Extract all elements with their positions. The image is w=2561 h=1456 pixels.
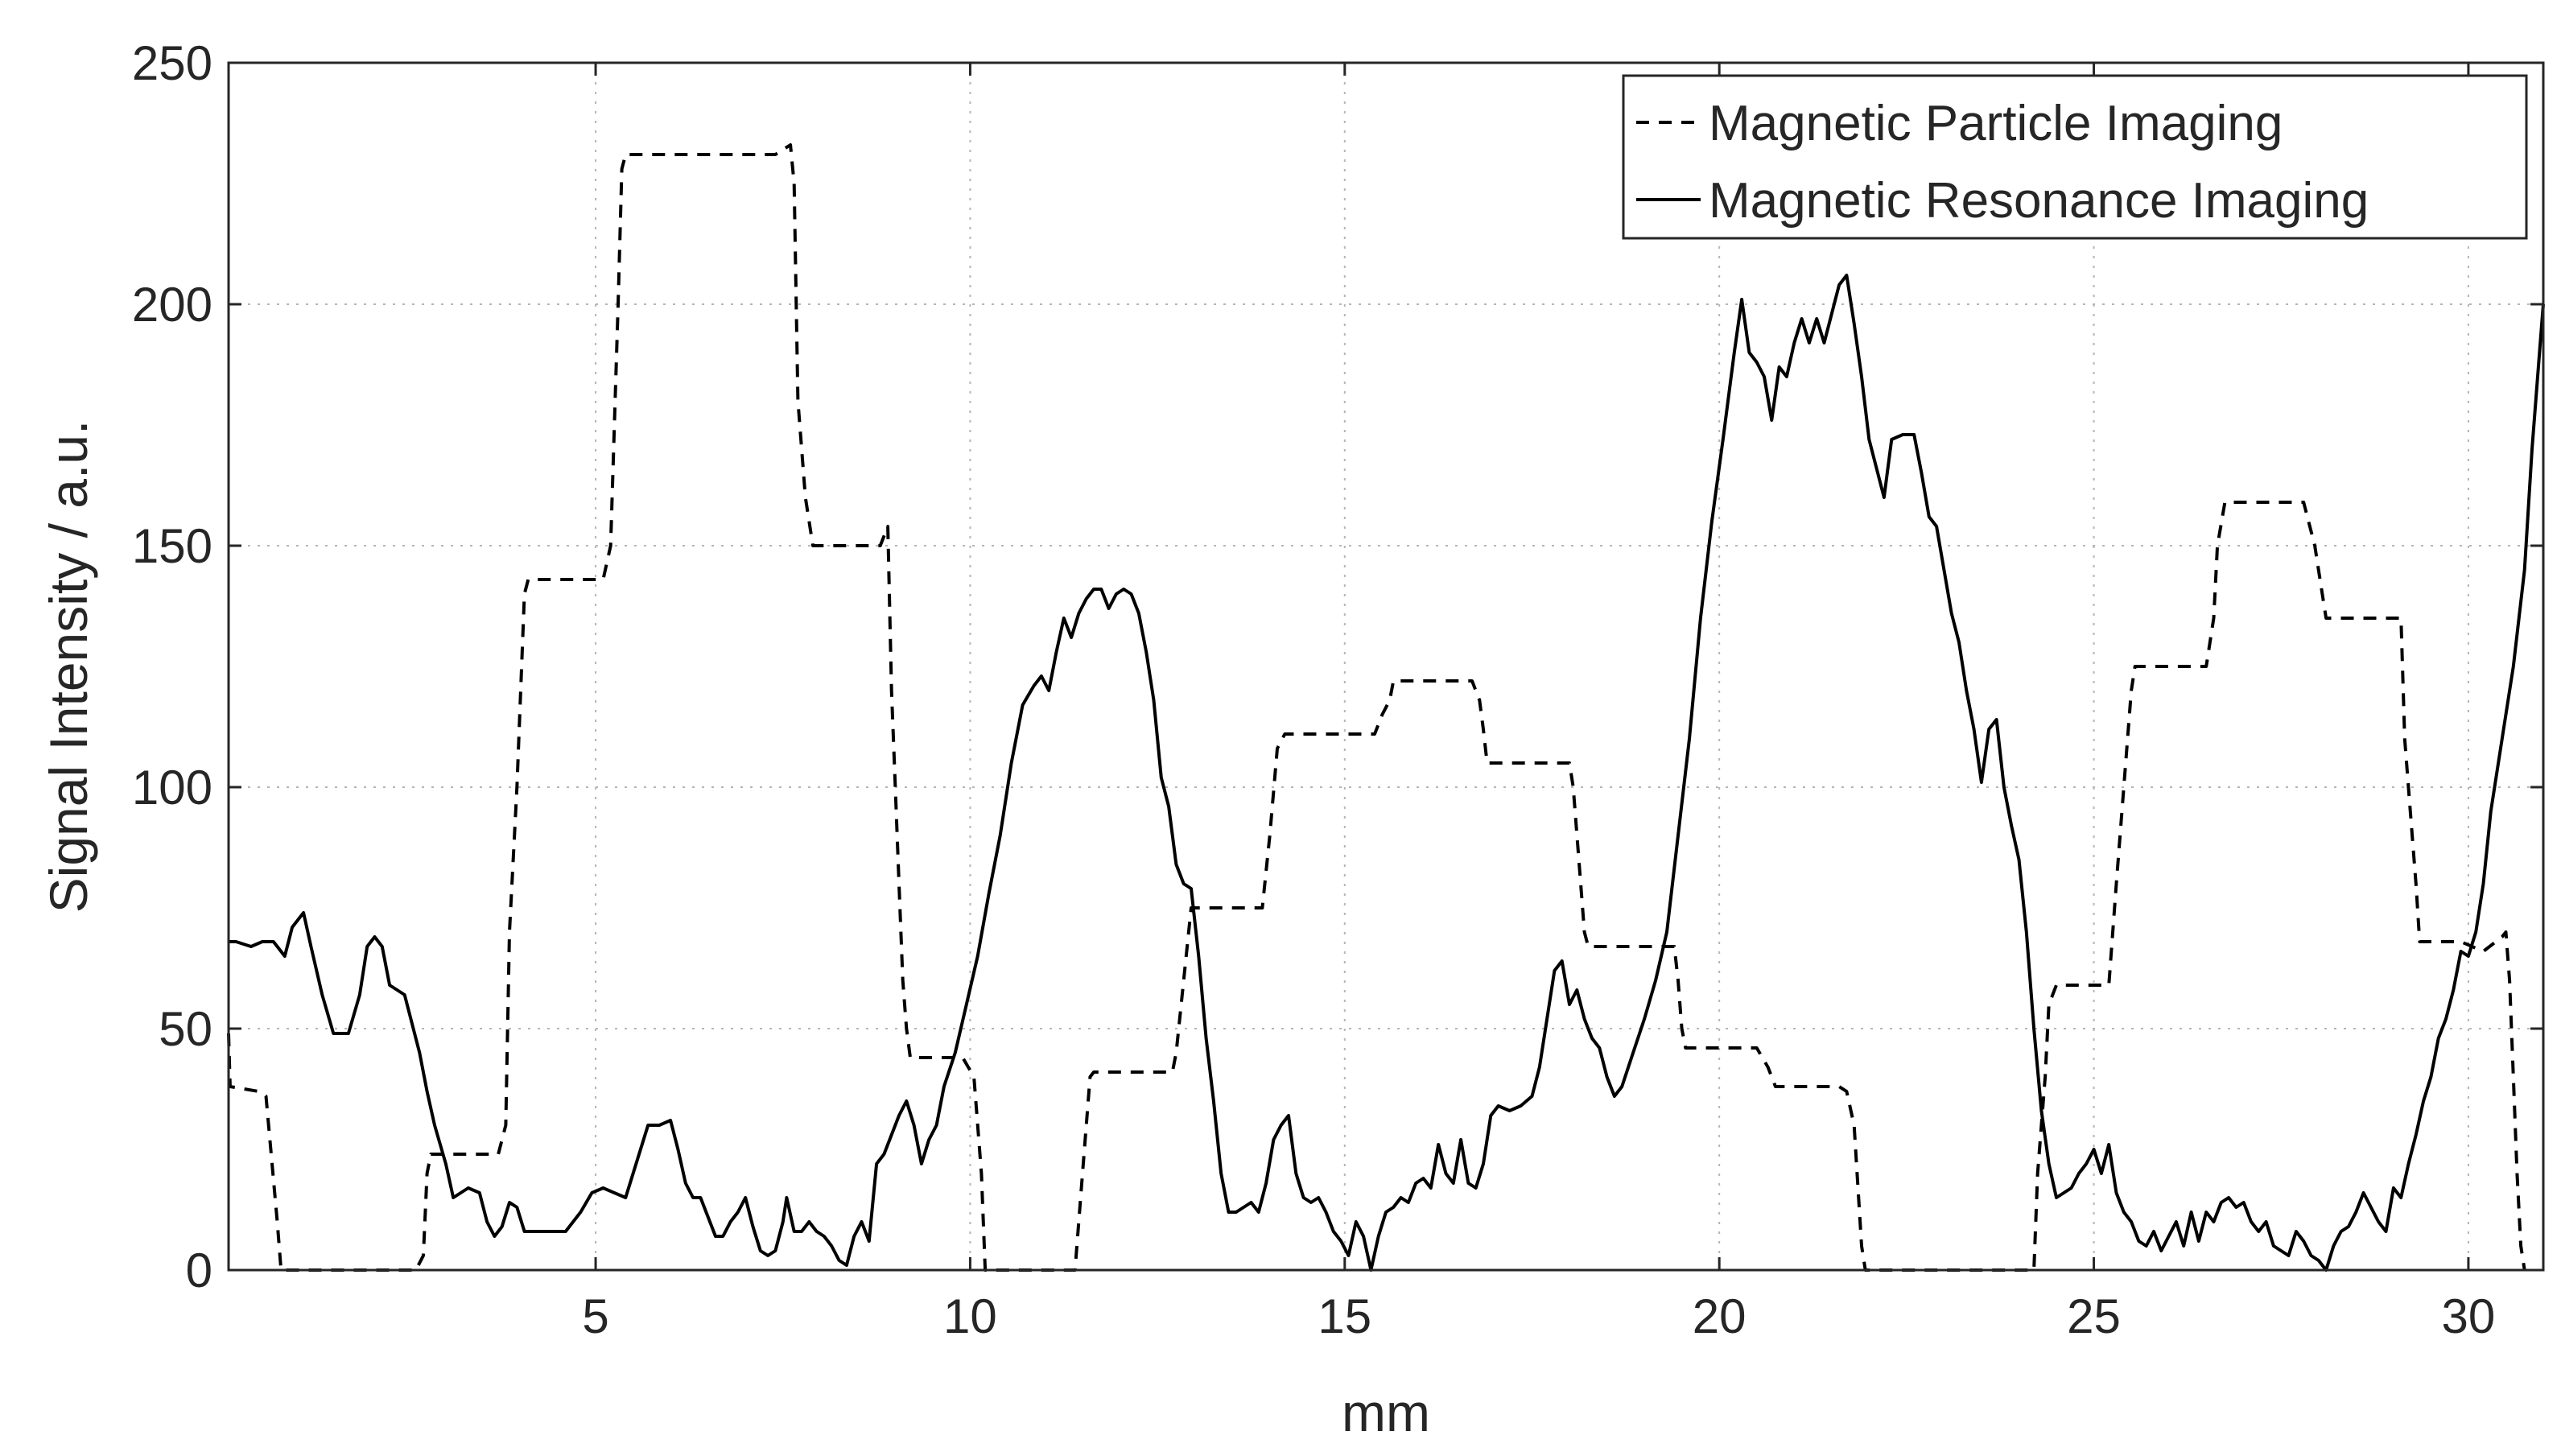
x-axis-label: mm <box>1342 1383 1430 1442</box>
plot-frame <box>227 61 2545 1272</box>
axes-frame <box>227 61 2545 1272</box>
series-line-0 <box>227 143 2526 1272</box>
legend-box <box>1622 74 2528 240</box>
y-tick-label-100: 100 <box>132 761 212 815</box>
y-tick-label-0: 0 <box>186 1244 212 1297</box>
x-tick-label-10: 10 <box>943 1289 997 1343</box>
data-series <box>227 143 2545 1272</box>
legend-label-mpi: Magnetic Particle Imaging <box>1709 96 2283 151</box>
y-tick-label-150: 150 <box>132 519 212 573</box>
tick-labels: 5 10 15 20 25 30 0 50 100 150 200 250 <box>132 36 2495 1343</box>
legend: Magnetic Particle Imaging Magnetic Reson… <box>1622 74 2528 240</box>
x-tick-label-25: 25 <box>2067 1289 2121 1343</box>
x-tick-label-30: 30 <box>2442 1289 2496 1343</box>
x-tick-label-15: 15 <box>1318 1289 1371 1343</box>
series-line-1 <box>229 274 2545 1272</box>
x-tick-label-5: 5 <box>582 1289 608 1343</box>
x-tick-label-20: 20 <box>1693 1289 1747 1343</box>
legend-label-mri: Magnetic Resonance Imaging <box>1709 173 2369 229</box>
y-tick-label-50: 50 <box>159 1002 212 1056</box>
y-tick-label-200: 200 <box>132 278 212 332</box>
y-tick-label-250: 250 <box>132 36 212 90</box>
y-axis-label: Signal Intensity / a.u. <box>39 420 98 914</box>
